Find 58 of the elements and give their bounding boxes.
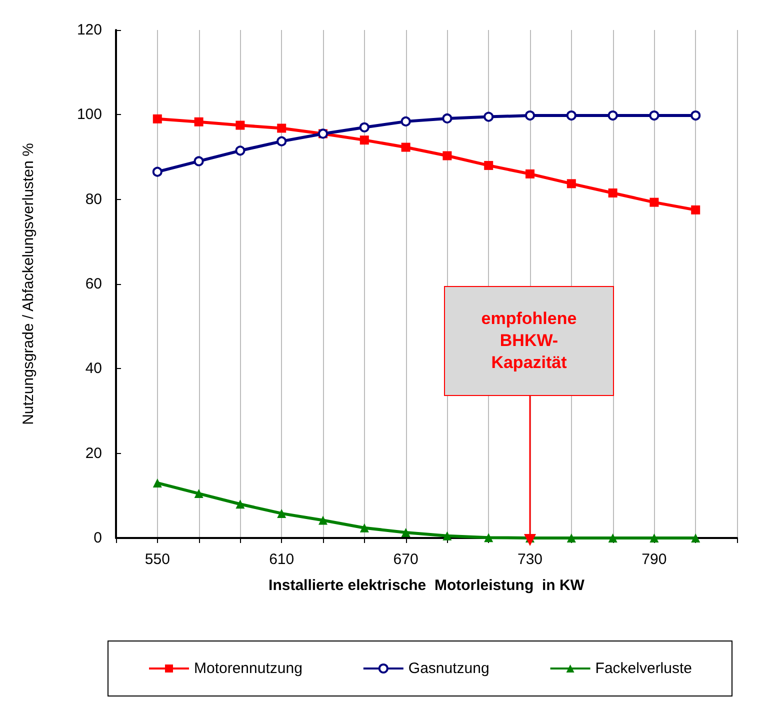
point [566,179,576,188]
point [484,533,494,542]
point [649,110,660,121]
legend-label: Motorennutzung [194,660,302,677]
point [566,110,576,121]
legend-label: Gasnutzung [408,660,490,677]
point [691,534,700,542]
point [152,114,162,124]
point [484,112,494,122]
point [194,117,204,126]
point [152,166,162,177]
point [152,478,162,488]
point [484,160,494,170]
point [442,151,452,160]
point [650,534,659,542]
point [318,516,328,525]
point [359,122,370,132]
y-tick-label: 120 [76,22,102,38]
y-tick-label: 60 [85,276,102,292]
annotation: empfohlene BHKW- Kapazität [481,308,577,374]
point [442,531,452,540]
point [276,136,287,146]
point [236,120,245,130]
x-tick-label: 610 [269,551,294,568]
y-tick-label: 40 [85,360,102,378]
point [526,169,534,178]
point [608,110,618,121]
point [401,142,410,152]
point [194,156,204,166]
x-tick-label: 730 [517,551,543,568]
point [360,136,369,145]
point [401,528,410,537]
point [608,188,618,198]
x-tick-label: 790 [642,551,667,568]
point [566,534,576,542]
point [442,113,452,124]
y-axis-title: Nutzungsgrade / Abfackelungsverlusten % [20,143,37,425]
point [194,489,204,498]
point [277,124,286,133]
y-tick-label: 100 [76,106,102,124]
point [400,116,411,126]
legend-label: Fackelverluste [595,660,692,677]
point [236,500,245,509]
callout-box: empfohlene BHKW- Kapazität [444,286,614,396]
x-tick-label: 670 [393,551,418,568]
point [650,198,659,207]
point [690,110,701,121]
y-tick-label: 0 [94,530,102,546]
y-tick-label: 20 [85,444,102,462]
point [608,534,618,542]
point [360,523,369,532]
point [235,146,246,156]
y-tick-label: 80 [85,190,102,208]
point [691,205,700,214]
x-tick-label: 550 [144,551,170,568]
x-axis-title: Installierte elektrische Motorleistung in KW [268,577,586,594]
point [525,110,535,121]
point [277,508,286,518]
